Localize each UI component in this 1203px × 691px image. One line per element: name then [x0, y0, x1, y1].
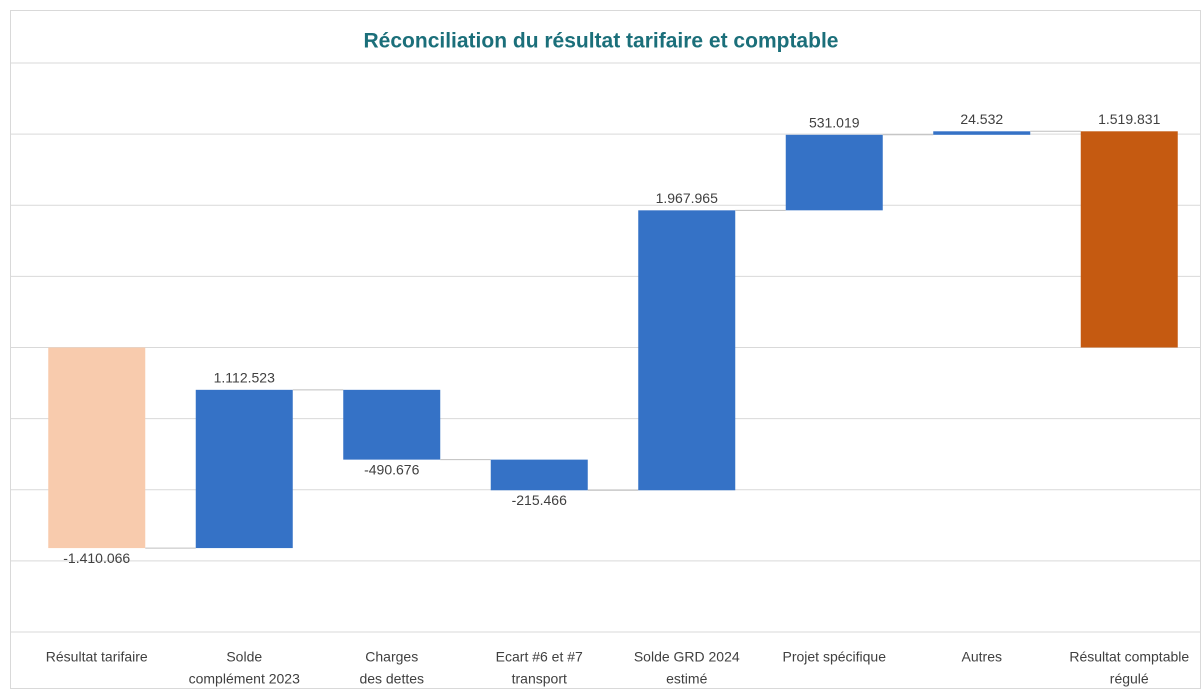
x-tick-label: complément 2023: [189, 671, 301, 687]
x-tick-label: Charges: [365, 649, 418, 665]
x-tick-label: estimé: [666, 671, 707, 687]
bar: [638, 210, 736, 491]
x-tick-label: Résultat comptable: [1069, 649, 1189, 665]
x-tick-label: Solde: [226, 649, 262, 665]
data-label: 1.112.523: [214, 370, 275, 386]
data-label: 1.967.965: [656, 190, 718, 206]
bar: [195, 389, 293, 549]
x-tick-label: Projet spécifique: [782, 649, 886, 665]
chart-title: Réconciliation du résultat tarifaire et …: [364, 30, 839, 53]
x-tick-label: Ecart #6 et #7: [496, 649, 583, 665]
chart-frame: [10, 10, 1201, 689]
x-tick-label: Résultat tarifaire: [46, 649, 148, 665]
bar: [48, 347, 146, 549]
x-tick-label: Autres: [962, 649, 1002, 665]
bar: [1080, 131, 1178, 348]
x-tick-label: transport: [512, 671, 567, 687]
bar: [933, 131, 1031, 135]
data-label: -490.676: [364, 461, 419, 477]
x-tick-label: des dettes: [359, 671, 424, 687]
x-tick-label: Solde GRD 2024: [634, 649, 740, 665]
data-label: -215.466: [512, 492, 567, 508]
data-label: 24.532: [960, 111, 1003, 127]
bar: [490, 459, 588, 491]
x-tick-label: régulé: [1110, 671, 1149, 687]
bar: [785, 134, 883, 211]
data-label: 1.519.831: [1098, 111, 1160, 127]
bar: [343, 389, 441, 460]
data-label: -1.410.066: [63, 550, 130, 566]
data-label: 531.019: [809, 114, 860, 130]
